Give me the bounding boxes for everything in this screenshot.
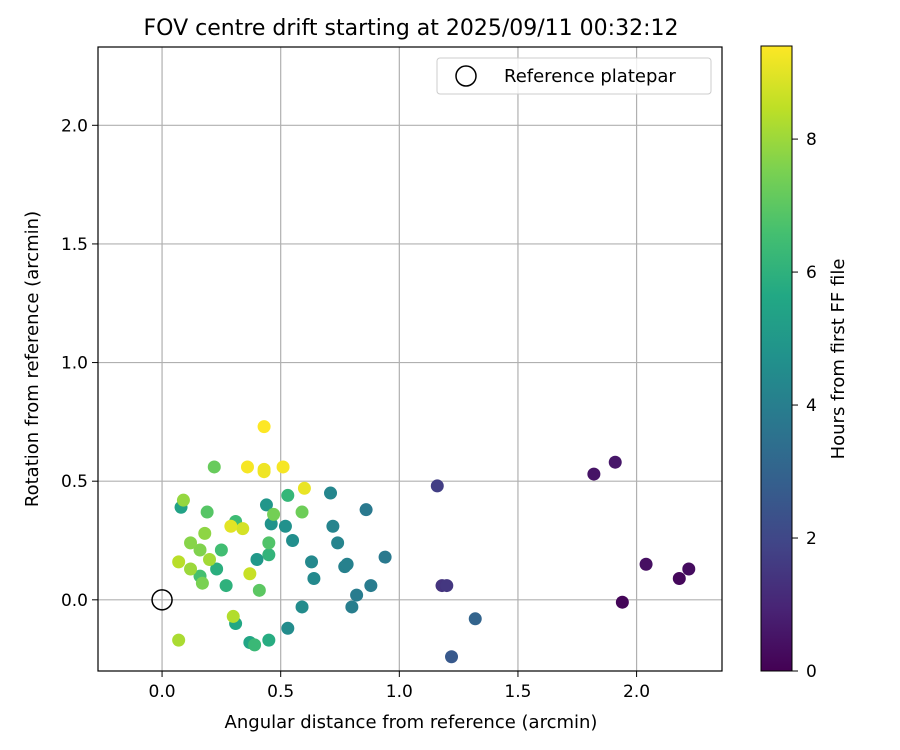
scatter-point [345, 600, 359, 614]
colorbar-ticks: 0 2 4 6 8 [792, 130, 817, 682]
scatter-point [324, 486, 338, 500]
colorbar: 0 2 4 6 8 Hours from first FF file [760, 45, 849, 682]
x-axis-label: Angular distance from reference (arcmin) [225, 712, 598, 733]
scatter-point [252, 583, 266, 597]
scatter-point [305, 555, 319, 569]
colorbar-tick-label: 2 [806, 529, 817, 549]
reference-marker-layer [151, 589, 173, 611]
scatter-point [278, 519, 292, 533]
y-axis-label: Rotation from reference (arcmin) [22, 211, 43, 507]
x-tick-label: 2.0 [623, 682, 650, 702]
scatter-point [281, 621, 295, 635]
x-tick-label: 0.5 [267, 682, 294, 702]
scatter-point [307, 571, 321, 585]
scatter-point [297, 481, 311, 495]
y-tick-label: 0.5 [61, 472, 88, 492]
legend-entry-reference-platepar: Reference platepar [504, 66, 676, 87]
scatter-point [195, 576, 209, 590]
scatter-point [639, 557, 653, 571]
y-axis-ticks: 0.0 0.5 1.0 1.5 2.0 [61, 116, 98, 611]
scatter-point [214, 543, 228, 557]
scatter-point [281, 488, 295, 502]
scatter-point [350, 588, 364, 602]
scatter-point [176, 493, 190, 507]
x-axis-ticks: 0.0 0.5 1.0 1.5 2.0 [149, 671, 650, 702]
x-tick-label: 0.0 [149, 682, 176, 702]
scatter-point [248, 638, 262, 652]
scatter-point [236, 522, 250, 536]
scatter-point [172, 633, 186, 647]
scatter-point [364, 579, 378, 593]
scatter-point [224, 519, 238, 533]
scatter-point [468, 612, 482, 626]
scatter-point [682, 562, 696, 576]
scatter-point [430, 479, 444, 493]
colorbar-tick-label: 8 [806, 130, 817, 150]
scatter-point [608, 455, 622, 469]
legend-reference-marker [455, 65, 477, 87]
scatter-point [276, 460, 290, 474]
y-tick-label: 1.0 [61, 354, 88, 374]
scatter-point [267, 507, 281, 521]
scatter-point [203, 552, 217, 566]
scatter-point [226, 609, 240, 623]
scatter-point [262, 536, 276, 550]
scatter-point [207, 460, 221, 474]
scatter-point [359, 503, 373, 517]
scatter-point [250, 552, 264, 566]
plot-frame [97, 46, 723, 672]
x-tick-label: 1.5 [504, 682, 531, 702]
colorbar-label: Hours from first FF file [828, 259, 849, 460]
scatter-points [172, 420, 696, 664]
scatter-point [672, 571, 686, 585]
scatter-point [445, 650, 459, 664]
scatter-point [172, 555, 186, 569]
scatter-point [286, 534, 300, 548]
scatter-point [184, 536, 198, 550]
scatter-point [340, 557, 354, 571]
scatter-point [295, 505, 309, 519]
scatter-point [198, 526, 212, 540]
scatter-point [257, 420, 271, 434]
scatter-point [210, 562, 224, 576]
scatter-point [243, 567, 257, 581]
scatter-point [259, 498, 273, 512]
scatter-point [378, 550, 392, 564]
scatter-point [615, 595, 629, 609]
scatter-point [257, 462, 271, 476]
colorbar-tick-label: 6 [806, 263, 817, 283]
colorbar-tick-label: 4 [806, 396, 817, 416]
y-tick-label: 2.0 [61, 116, 88, 136]
scatter-point [184, 562, 198, 576]
scatter-point [219, 579, 233, 593]
reference-platepar-marker [151, 589, 173, 611]
scatter-point [295, 600, 309, 614]
y-tick-label: 1.5 [61, 235, 88, 255]
colorbar-tick-label: 0 [806, 662, 817, 682]
scatter-point [262, 633, 276, 647]
colorbar-gradient [760, 45, 793, 672]
x-tick-label: 1.0 [386, 682, 413, 702]
chart-title: FOV centre drift starting at 2025/09/11 … [144, 16, 679, 41]
scatter-point [262, 548, 276, 562]
scatter-point [587, 467, 601, 481]
legend: Reference platepar [436, 57, 712, 95]
scatter-point [240, 460, 254, 474]
scatter-point [331, 536, 345, 550]
scatter-point [440, 579, 454, 593]
grid-lines [98, 47, 722, 671]
scatter-point [326, 519, 340, 533]
scatter-point [193, 543, 207, 557]
y-tick-label: 0.0 [61, 591, 88, 611]
scatter-point [200, 505, 214, 519]
legend-box [436, 57, 712, 95]
